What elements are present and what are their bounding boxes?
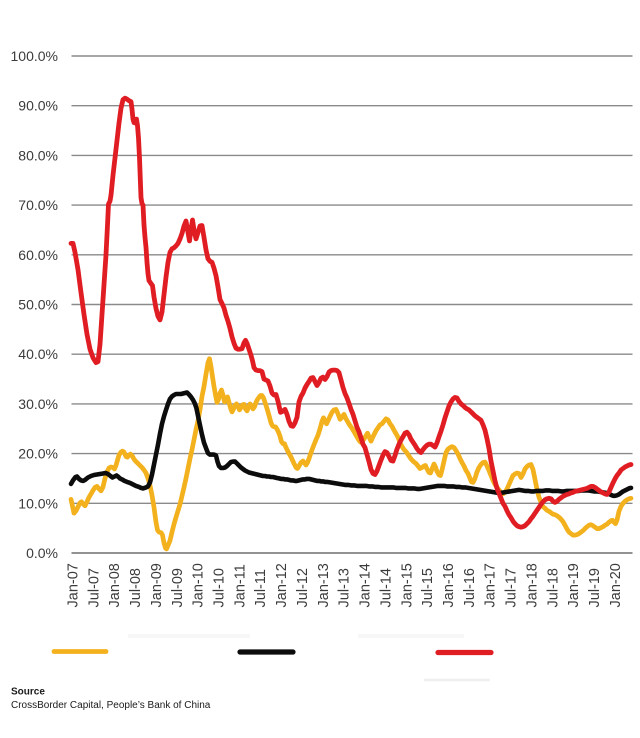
svg-text:Jan-13: Jan-13 bbox=[316, 563, 332, 607]
svg-text:Jan-09: Jan-09 bbox=[149, 563, 165, 607]
svg-text:Jul-07: Jul-07 bbox=[86, 568, 102, 608]
svg-text:80.0%: 80.0% bbox=[18, 147, 58, 163]
svg-text:Source: Source bbox=[11, 687, 45, 698]
svg-text:20.0%: 20.0% bbox=[18, 446, 58, 462]
svg-text:50.0%: 50.0% bbox=[18, 297, 58, 313]
svg-text:Jan-12: Jan-12 bbox=[274, 563, 290, 607]
svg-text:100.0%: 100.0% bbox=[11, 48, 58, 64]
svg-text:Jul-13: Jul-13 bbox=[337, 568, 353, 608]
svg-text:Jul-19: Jul-19 bbox=[587, 568, 603, 608]
svg-text:Jan-10: Jan-10 bbox=[191, 563, 207, 607]
svg-text:60.0%: 60.0% bbox=[18, 247, 58, 263]
svg-text:Jan-20: Jan-20 bbox=[608, 563, 624, 607]
svg-text:Jul-16: Jul-16 bbox=[462, 568, 478, 608]
svg-text:Jan-16: Jan-16 bbox=[441, 563, 457, 607]
svg-text:30.0%: 30.0% bbox=[18, 396, 58, 412]
svg-text:Jul-11: Jul-11 bbox=[253, 569, 269, 607]
svg-text:0.0%: 0.0% bbox=[26, 545, 58, 561]
svg-text:Jan-17: Jan-17 bbox=[483, 563, 499, 607]
svg-text:CrossBorder Capital, People’s: CrossBorder Capital, People’s Bank of Ch… bbox=[11, 700, 211, 711]
svg-text:Jan-11: Jan-11 bbox=[232, 564, 248, 607]
svg-text:Jul-08: Jul-08 bbox=[128, 568, 144, 608]
svg-text:Jul-10: Jul-10 bbox=[212, 568, 228, 608]
svg-text:Jul-09: Jul-09 bbox=[170, 568, 186, 608]
svg-text:Jan-08: Jan-08 bbox=[107, 563, 123, 607]
svg-text:Jan-14: Jan-14 bbox=[358, 563, 374, 607]
svg-text:70.0%: 70.0% bbox=[18, 197, 58, 213]
svg-text:Jan-07: Jan-07 bbox=[66, 563, 82, 607]
svg-text:Jul-12: Jul-12 bbox=[295, 568, 311, 608]
svg-text:Jan-15: Jan-15 bbox=[399, 563, 415, 607]
svg-text:10.0%: 10.0% bbox=[18, 495, 58, 511]
svg-text:Jul-18: Jul-18 bbox=[545, 568, 561, 608]
svg-text:Jan-18: Jan-18 bbox=[524, 563, 540, 607]
svg-text:Jul-14: Jul-14 bbox=[378, 568, 394, 608]
svg-text:Jul-15: Jul-15 bbox=[420, 568, 436, 608]
svg-text:Jul-17: Jul-17 bbox=[504, 568, 520, 608]
svg-text:Jan-19: Jan-19 bbox=[566, 563, 582, 607]
svg-text:40.0%: 40.0% bbox=[18, 346, 58, 362]
svg-text:90.0%: 90.0% bbox=[18, 98, 58, 114]
